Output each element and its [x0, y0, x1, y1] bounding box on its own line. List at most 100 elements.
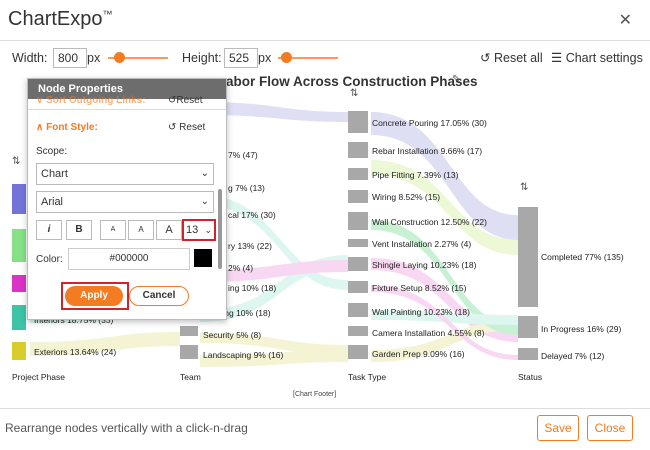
node-task[interactable]	[348, 168, 368, 180]
node-phase-1[interactable]	[12, 184, 26, 214]
height-slider-knob[interactable]	[281, 52, 292, 63]
node-status-delayed[interactable]	[518, 348, 538, 360]
node-label: Painting 10% (18)	[203, 308, 271, 318]
scope-value: Chart	[41, 168, 68, 180]
chart-settings-button[interactable]: ☰ Chart settings	[551, 50, 643, 65]
node-label: Wall Painting 10.23% (18)	[372, 307, 470, 317]
color-hex-input[interactable]: #000000	[68, 248, 190, 270]
link	[200, 350, 348, 367]
sort-icon[interactable]: ⇅	[350, 88, 359, 99]
bold-button[interactable]: B	[66, 220, 92, 240]
width-input[interactable]: 800	[53, 48, 87, 68]
italic-button[interactable]: i	[36, 220, 62, 240]
save-button[interactable]: Save	[537, 415, 579, 441]
chevron-down-icon: ⌄	[200, 168, 209, 179]
node-label: Completed 77% (135)	[541, 252, 624, 262]
node-label: Wall Construction 12.50% (22)	[372, 217, 487, 227]
sort-icon[interactable]: ⇅	[520, 182, 529, 193]
node-label: g 7% (13)	[228, 183, 265, 193]
node-label: Landscaping 9% (16)	[203, 350, 284, 360]
axis-label[interactable]: Project Phase	[12, 372, 65, 382]
node-team-security[interactable]	[180, 326, 198, 336]
node-label: 7% (47)	[228, 150, 258, 160]
node-label: Interiors 18.75% (33)	[34, 315, 114, 325]
link	[371, 112, 518, 240]
node-task[interactable]	[348, 142, 368, 158]
apply-button[interactable]: Apply	[65, 286, 123, 306]
node-phase-exteriors[interactable]	[12, 342, 26, 360]
axis-label[interactable]: Status	[518, 372, 543, 382]
font-style-label: Font Style:	[46, 122, 98, 133]
node-label: Security 5% (8)	[203, 330, 262, 340]
sort-icon[interactable]: ⇅	[12, 156, 21, 167]
node-task[interactable]	[348, 212, 368, 230]
node-phase-3[interactable]	[12, 275, 26, 292]
font-family-value: Arial	[41, 196, 64, 208]
font-size-large-button[interactable]: A	[156, 220, 182, 240]
node-task[interactable]	[348, 190, 368, 203]
font-reset-label: Reset	[179, 122, 206, 133]
reset-icon: ↺	[480, 51, 491, 65]
cancel-button[interactable]: Cancel	[129, 286, 189, 306]
panel-scrollbar[interactable]	[218, 189, 222, 269]
chart-footer[interactable]: [Chart Footer]	[293, 391, 337, 398]
width-slider[interactable]	[108, 57, 168, 59]
axis-label[interactable]: Task Type	[348, 372, 387, 382]
font-style-toggle[interactable]: ∧ Font Style:	[36, 122, 98, 133]
font-family-select[interactable]: Arial ⌄	[36, 191, 214, 213]
node-task[interactable]	[348, 281, 368, 293]
node-task[interactable]	[348, 303, 368, 317]
font-size-value: 13	[186, 224, 199, 236]
node-status-completed[interactable]	[518, 207, 538, 307]
node-task[interactable]	[348, 257, 368, 271]
link	[200, 260, 348, 282]
edit-title-icon[interactable]: ✎	[452, 74, 461, 85]
node-label: 2% (4)	[228, 263, 254, 273]
reset-all-label: Reset all	[493, 51, 543, 65]
node-label: Garden Prep 9.09% (16)	[372, 349, 465, 359]
footer-divider	[0, 408, 650, 409]
font-size-select[interactable]: 13 ⌄	[182, 219, 216, 241]
node-task[interactable]	[348, 239, 368, 247]
link	[371, 220, 518, 335]
font-size-medium-button[interactable]: A	[128, 220, 154, 240]
font-reset-button[interactable]: ↺ Reset	[168, 122, 206, 133]
font-size-small-button[interactable]: A	[100, 220, 126, 240]
link	[371, 310, 518, 325]
scope-select[interactable]: Chart ⌄	[36, 163, 214, 185]
sort-outgoing-links-label[interactable]: ∨ Sort Outgoing Links:	[36, 95, 146, 106]
node-label: Fixture Setup 8.52% (15)	[372, 283, 467, 293]
sort-label-text: Sort Outgoing Links:	[46, 95, 146, 106]
node-status-in-progress[interactable]	[518, 316, 538, 338]
close-icon[interactable]: ✕	[618, 12, 632, 29]
node-team-landscaping[interactable]	[180, 345, 198, 359]
footer-hint: Rearrange nodes vertically with a click-…	[5, 421, 248, 435]
panel-title: Node Properties	[28, 79, 226, 99]
node-label: Wiring 8.52% (15)	[372, 192, 441, 202]
height-unit: px	[258, 51, 272, 65]
node-phase-2[interactable]	[12, 229, 26, 262]
chart-title[interactable]: abor Flow Across Construction Phases	[226, 74, 478, 89]
link	[200, 333, 348, 355]
link	[371, 320, 518, 362]
axis-label[interactable]: Team	[180, 372, 201, 382]
chevron-down-icon: ⌄	[204, 225, 212, 235]
node-task[interactable]	[348, 326, 368, 336]
width-label: Width:	[12, 51, 48, 65]
link	[200, 255, 348, 322]
close-button[interactable]: Close	[587, 415, 633, 441]
chevron-down-icon: ⌄	[200, 196, 209, 207]
apply-highlight	[61, 282, 129, 310]
node-label: ry 13% (22)	[228, 241, 272, 251]
width-slider-knob[interactable]	[114, 52, 125, 63]
height-input[interactable]: 525	[224, 48, 258, 68]
node-task[interactable]	[348, 111, 368, 133]
height-label: Height:	[182, 51, 222, 65]
sort-reset-button[interactable]: ↺Reset	[168, 95, 203, 106]
reset-all-button[interactable]: ↺ Reset all	[480, 50, 543, 65]
chart-settings-label: Chart settings	[565, 51, 643, 65]
color-swatch[interactable]	[194, 249, 212, 267]
node-phase-interiors[interactable]	[12, 305, 26, 330]
node-task[interactable]	[348, 345, 368, 359]
height-slider[interactable]	[278, 57, 338, 59]
